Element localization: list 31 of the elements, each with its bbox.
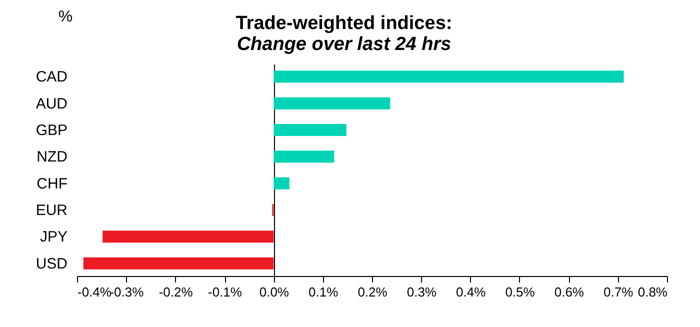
y-axis-title: % bbox=[58, 8, 73, 26]
x-tick-label: 0.6% bbox=[554, 284, 584, 300]
x-tick-label: 0.0% bbox=[259, 284, 290, 300]
y-tick-label: USD bbox=[36, 255, 68, 272]
y-tick-label: JPY bbox=[40, 228, 68, 246]
y-tick-label: GBP bbox=[36, 122, 68, 139]
x-tick-label: 0.5% bbox=[505, 284, 536, 300]
bar bbox=[83, 257, 274, 270]
bar bbox=[274, 177, 290, 190]
chart-title: Trade-weighted indices: bbox=[236, 13, 452, 34]
bar bbox=[102, 230, 274, 243]
y-tick-label: CHF bbox=[36, 175, 68, 192]
x-tick-label: 0.2% bbox=[358, 284, 388, 300]
x-tick-label: 0.8% bbox=[638, 284, 668, 300]
bar bbox=[274, 97, 390, 110]
y-tick-label: EUR bbox=[36, 202, 68, 219]
x-tick-label: -0.3% bbox=[110, 284, 144, 300]
x-tick-label: 0.3% bbox=[406, 284, 437, 300]
bar bbox=[274, 70, 624, 83]
y-tick-label: CAD bbox=[36, 68, 68, 86]
y-tick-label: AUD bbox=[36, 95, 68, 112]
x-tick-label: 0.4% bbox=[456, 284, 486, 300]
y-tick-label: NZD bbox=[36, 148, 68, 166]
bar bbox=[274, 150, 334, 163]
x-tick-label: 0.7% bbox=[604, 284, 634, 300]
chart-subtitle: Change over last 24 hrs bbox=[236, 34, 452, 55]
bar bbox=[274, 124, 346, 136]
x-tick-label: -0.4% bbox=[78, 284, 112, 300]
x-tick-label: 0.1% bbox=[308, 284, 339, 300]
x-tick-label: -0.2% bbox=[158, 284, 194, 300]
x-tick-label: -0.1% bbox=[208, 284, 242, 300]
